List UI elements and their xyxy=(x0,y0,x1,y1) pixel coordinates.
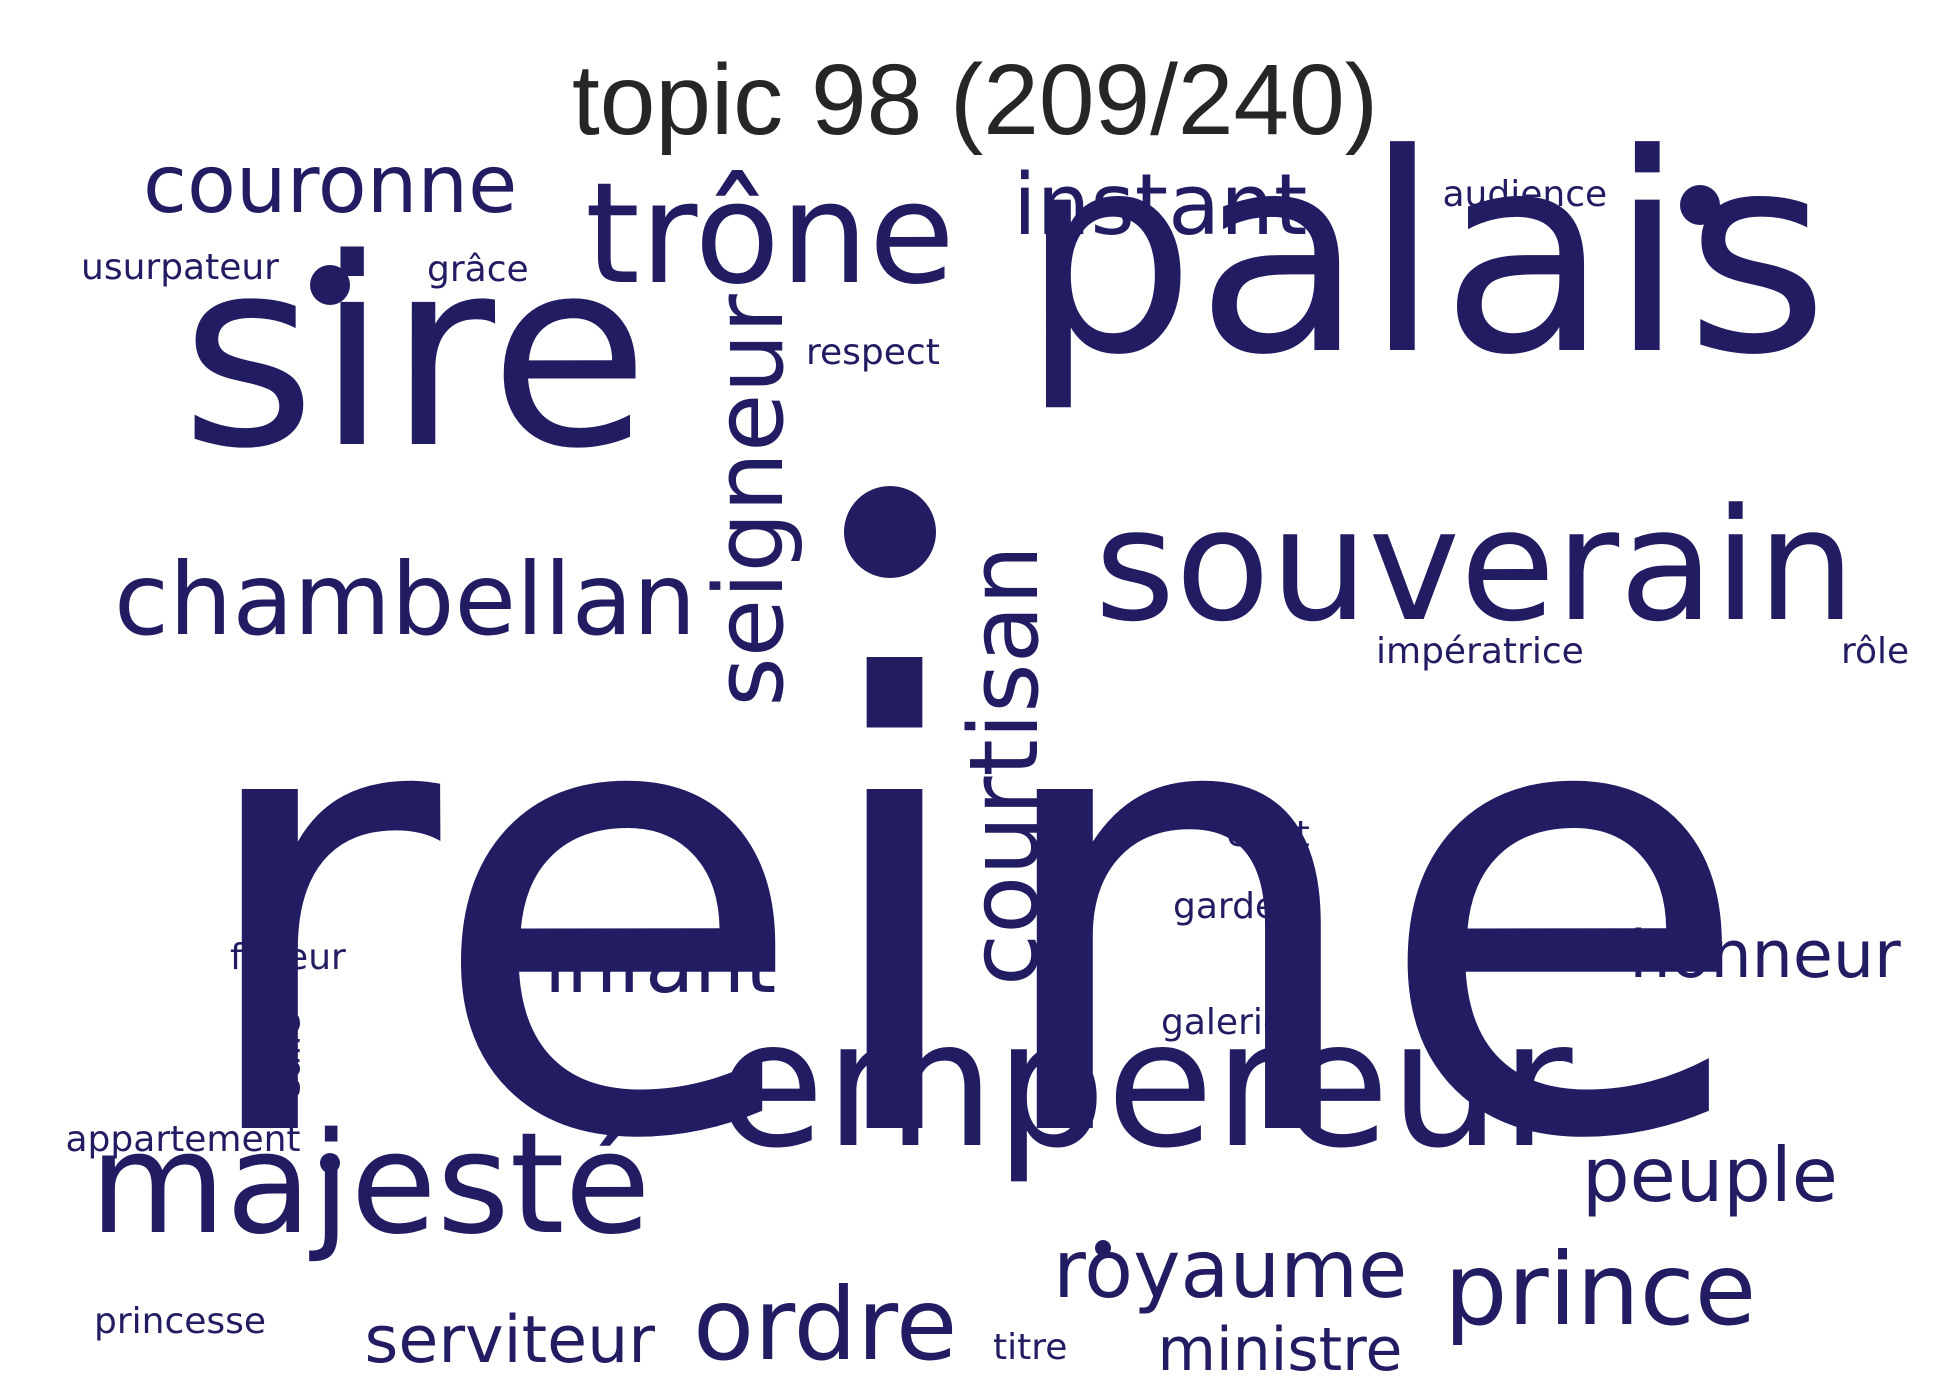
cloud-word: impératrice xyxy=(1376,631,1584,672)
cloud-dot xyxy=(1680,185,1720,225)
cloud-dot xyxy=(310,265,350,305)
cloud-word: faveur xyxy=(230,937,346,978)
cloud-word: honneur xyxy=(1629,917,1901,993)
cloud-word: courtisan xyxy=(949,544,1060,986)
cloud-word: grâce xyxy=(427,249,529,290)
cloud-word: infant xyxy=(544,918,777,1011)
cloud-word: respect xyxy=(806,332,940,373)
cloud-word: couronne xyxy=(143,138,518,231)
cloud-word: majesté xyxy=(89,1103,651,1266)
cloud-word: usurpateur xyxy=(81,247,279,288)
cloud-dot xyxy=(1095,1240,1111,1256)
cloud-word: seigneur xyxy=(694,293,805,707)
cloud-word: ministre xyxy=(1157,1315,1403,1385)
cloud-word: souverain xyxy=(1094,474,1856,656)
cloud-word: instant xyxy=(1013,155,1308,255)
cloud-word: serviteur xyxy=(364,1302,656,1378)
cloud-word: ordre xyxy=(693,1266,958,1383)
cloud-word: titre xyxy=(993,1327,1068,1368)
cloud-word: trône xyxy=(585,153,955,316)
cloud-word: empereur xyxy=(717,983,1573,1187)
cloud-word: appartement xyxy=(65,1119,301,1160)
cloud-word: sire xyxy=(180,204,650,506)
cloud-word: salle xyxy=(266,1013,308,1097)
cloud-word: sceau xyxy=(1423,857,1465,963)
cloud-dot xyxy=(844,486,936,578)
cloud-word: galerie xyxy=(1161,1002,1286,1043)
cloud-word: effet xyxy=(1226,814,1310,855)
cloud-word: garde xyxy=(1173,886,1278,927)
page-title: topic 98 (209/240) xyxy=(571,44,1379,156)
cloud-word: reine xyxy=(185,554,1755,1275)
cloud-word: audience xyxy=(1442,174,1608,215)
cloud-word: rôle xyxy=(1841,631,1910,672)
cloud-word: palais xyxy=(1021,94,1829,415)
cloud-word: chambellan xyxy=(114,541,697,658)
cloud-word: royaume xyxy=(1053,1223,1408,1316)
cloud-word: peuple xyxy=(1582,1130,1838,1219)
cloud-dot xyxy=(320,1153,340,1173)
cloud-word: prince xyxy=(1444,1231,1757,1348)
cloud-word: princesse xyxy=(94,1301,267,1342)
